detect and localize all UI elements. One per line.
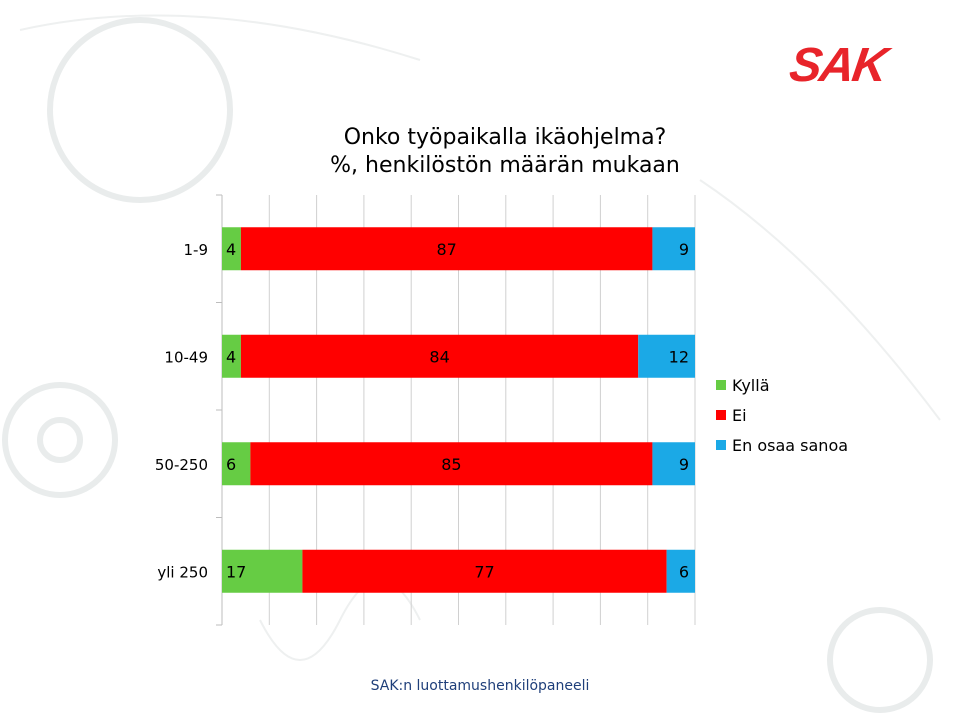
data-label-ei: 84	[429, 347, 449, 366]
legend-swatch-ei	[716, 410, 726, 420]
legend-label-en-osaa-sanoa: En osaa sanoa	[732, 435, 849, 455]
legend-label-kylla: Kyllä	[732, 375, 770, 395]
y-tick-label: 1-9	[184, 241, 209, 259]
bar-segment-kylla	[222, 227, 241, 271]
chart-legend: Kyllä Ei En osaa sanoa	[716, 370, 848, 460]
data-label-kylla: 6	[226, 455, 236, 474]
data-label-en-osaa-sanoa: 9	[679, 240, 689, 259]
bar-segment-kylla	[222, 442, 251, 486]
chart-title-line-1: Onko työpaikalla ikäohjelma?	[343, 125, 667, 150]
legend-swatch-en-osaa-sanoa	[716, 440, 726, 450]
data-label-ei: 77	[474, 562, 494, 581]
bar-segment-ei	[302, 549, 667, 593]
bar-segment-en-osaa-sanoa	[638, 334, 695, 378]
data-label-kylla: 4	[226, 240, 236, 259]
bar-segment-ei	[240, 334, 639, 378]
legend-label-ei: Ei	[732, 405, 747, 425]
legend-item-kylla: Kyllä	[716, 370, 848, 400]
data-label-ei: 85	[441, 455, 461, 474]
bar-segment-ei	[250, 442, 653, 486]
y-tick-label: yli 250	[157, 563, 208, 581]
data-label-en-osaa-sanoa: 9	[679, 455, 689, 474]
bar-segment-en-osaa-sanoa	[666, 549, 695, 593]
legend-item-ei: Ei	[716, 400, 848, 430]
chart-title: Onko työpaikalla ikäohjelma? %, henkilös…	[250, 124, 760, 180]
data-label-kylla: 4	[226, 347, 236, 366]
data-label-ei: 87	[436, 240, 456, 259]
bar-segment-en-osaa-sanoa	[652, 442, 695, 486]
data-label-en-osaa-sanoa: 12	[669, 347, 689, 366]
bar-segment-en-osaa-sanoa	[652, 227, 695, 271]
legend-swatch-kylla	[716, 380, 726, 390]
bar-segment-kylla	[222, 549, 303, 593]
data-label-en-osaa-sanoa: 6	[679, 562, 689, 581]
bar-segment-ei	[240, 227, 653, 271]
footer-source: SAK:n luottamushenkilöpaneeli	[370, 678, 590, 694]
bar-segment-kylla	[222, 334, 241, 378]
y-tick-label: 50-250	[155, 456, 208, 474]
chart-title-line-2: %, henkilöstön määrän mukaan	[330, 153, 680, 178]
data-label-kylla: 17	[226, 562, 246, 581]
y-tick-label: 10-49	[164, 348, 208, 366]
legend-item-en-osaa-sanoa: En osaa sanoa	[716, 430, 848, 460]
